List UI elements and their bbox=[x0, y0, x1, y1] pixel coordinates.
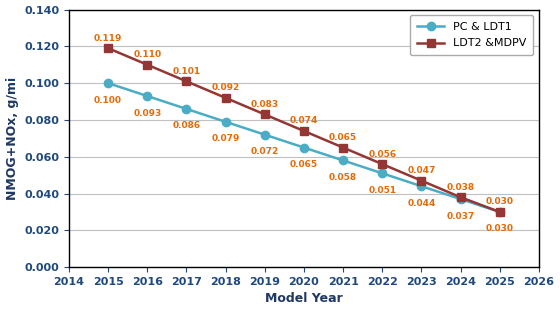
Text: 0.101: 0.101 bbox=[172, 67, 200, 76]
Legend: PC & LDT1, LDT2 &MDPV: PC & LDT1, LDT2 &MDPV bbox=[410, 15, 533, 55]
PC & LDT1 bbox=[496, 210, 503, 214]
Text: 0.030: 0.030 bbox=[486, 197, 514, 207]
Text: 0.051: 0.051 bbox=[368, 186, 396, 195]
PC & LDT1 bbox=[340, 159, 347, 162]
Text: 0.072: 0.072 bbox=[251, 147, 279, 156]
Text: 0.079: 0.079 bbox=[212, 134, 240, 143]
PC & LDT1 bbox=[183, 107, 190, 111]
LDT2 &MDPV bbox=[418, 179, 425, 183]
LDT2 &MDPV bbox=[301, 129, 307, 133]
Text: 0.119: 0.119 bbox=[94, 34, 122, 43]
Text: 0.038: 0.038 bbox=[446, 183, 475, 192]
Text: 0.065: 0.065 bbox=[329, 133, 357, 142]
Text: 0.110: 0.110 bbox=[133, 50, 161, 59]
Text: 0.093: 0.093 bbox=[133, 109, 161, 118]
PC & LDT1 bbox=[379, 171, 386, 175]
Text: 0.037: 0.037 bbox=[446, 211, 475, 220]
PC & LDT1 bbox=[105, 81, 111, 85]
X-axis label: Model Year: Model Year bbox=[265, 292, 343, 305]
Line: LDT2 &MDPV: LDT2 &MDPV bbox=[104, 44, 504, 216]
Line: PC & LDT1: PC & LDT1 bbox=[104, 79, 504, 216]
Text: 0.100: 0.100 bbox=[94, 96, 122, 105]
PC & LDT1 bbox=[144, 94, 151, 98]
PC & LDT1 bbox=[458, 197, 464, 201]
Text: 0.083: 0.083 bbox=[251, 100, 279, 109]
Text: 0.058: 0.058 bbox=[329, 173, 357, 182]
LDT2 &MDPV bbox=[222, 96, 229, 100]
LDT2 &MDPV bbox=[379, 162, 386, 166]
Text: 0.074: 0.074 bbox=[290, 116, 318, 125]
Text: 0.086: 0.086 bbox=[172, 121, 200, 130]
Text: 0.047: 0.047 bbox=[407, 166, 436, 175]
LDT2 &MDPV bbox=[496, 210, 503, 214]
Y-axis label: NMOG+NOx, g/mi: NMOG+NOx, g/mi bbox=[6, 77, 18, 200]
Text: 0.065: 0.065 bbox=[290, 160, 318, 169]
LDT2 &MDPV bbox=[340, 146, 347, 149]
LDT2 &MDPV bbox=[262, 113, 268, 116]
Text: 0.030: 0.030 bbox=[486, 225, 514, 234]
PC & LDT1 bbox=[262, 133, 268, 137]
LDT2 &MDPV bbox=[458, 195, 464, 199]
PC & LDT1 bbox=[418, 184, 425, 188]
Text: 0.092: 0.092 bbox=[212, 83, 240, 92]
LDT2 &MDPV bbox=[105, 46, 111, 50]
LDT2 &MDPV bbox=[183, 79, 190, 83]
LDT2 &MDPV bbox=[144, 63, 151, 67]
Text: 0.044: 0.044 bbox=[407, 199, 436, 208]
PC & LDT1 bbox=[301, 146, 307, 149]
Text: 0.056: 0.056 bbox=[368, 150, 396, 159]
PC & LDT1 bbox=[222, 120, 229, 124]
